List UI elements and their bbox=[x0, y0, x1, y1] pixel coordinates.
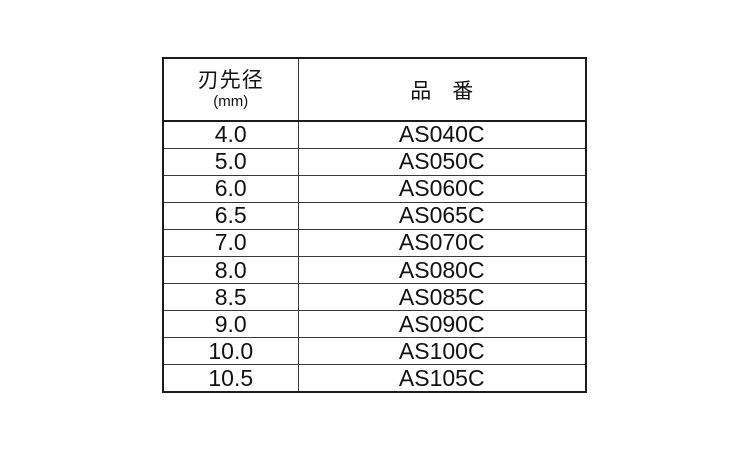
table-row: 7.0 AS070C bbox=[162, 228, 587, 257]
part-number-cell: AS105C bbox=[297, 364, 587, 393]
table-row: 9.0 AS090C bbox=[162, 310, 587, 339]
table-row: 6.5 AS065C bbox=[162, 201, 587, 230]
part-number-cell: AS040C bbox=[297, 120, 587, 149]
table-row: 8.0 AS080C bbox=[162, 255, 587, 285]
diameter-cell: 6.5 bbox=[162, 201, 299, 230]
diameter-cell: 5.0 bbox=[162, 147, 299, 176]
diameter-cell: 9.0 bbox=[162, 310, 299, 339]
header-part-number-label: 品 番 bbox=[410, 79, 474, 103]
table-header-row: 刃先径 (mm) 品 番 bbox=[162, 57, 587, 122]
part-number-cell: AS070C bbox=[297, 228, 587, 257]
table-row: 10.0 AS100C bbox=[162, 337, 587, 366]
header-diameter: 刃先径 (mm) bbox=[162, 57, 299, 122]
table-row: 4.0 AS040C bbox=[162, 120, 587, 149]
diameter-cell: 6.0 bbox=[162, 174, 299, 203]
part-number-cell: AS085C bbox=[297, 283, 587, 312]
diameter-cell: 4.0 bbox=[162, 120, 299, 149]
part-number-cell: AS060C bbox=[297, 174, 587, 203]
part-number-cell: AS065C bbox=[297, 201, 587, 230]
spec-table: 刃先径 (mm) 品 番 4.0 AS040C 5.0 AS050C 6.0 A bbox=[162, 57, 587, 393]
diameter-cell: 10.5 bbox=[162, 364, 299, 393]
header-part-number: 品 番 bbox=[297, 57, 587, 122]
diameter-cell: 8.5 bbox=[162, 283, 299, 312]
table-row: 8.5 AS085C bbox=[162, 283, 587, 312]
diameter-cell: 7.0 bbox=[162, 228, 299, 257]
header-diameter-unit: (mm) bbox=[213, 92, 249, 110]
diameter-cell: 10.0 bbox=[162, 337, 299, 366]
table-row: 10.5 AS105C bbox=[162, 364, 587, 393]
table-row: 6.0 AS060C bbox=[162, 174, 587, 203]
part-number-cell: AS080C bbox=[297, 255, 587, 285]
header-diameter-label: 刃先径 bbox=[197, 68, 264, 92]
diameter-cell: 8.0 bbox=[162, 255, 299, 285]
part-number-cell: AS100C bbox=[297, 337, 587, 366]
part-number-cell: AS050C bbox=[297, 147, 587, 176]
table-row: 5.0 AS050C bbox=[162, 147, 587, 176]
part-number-cell: AS090C bbox=[297, 310, 587, 339]
